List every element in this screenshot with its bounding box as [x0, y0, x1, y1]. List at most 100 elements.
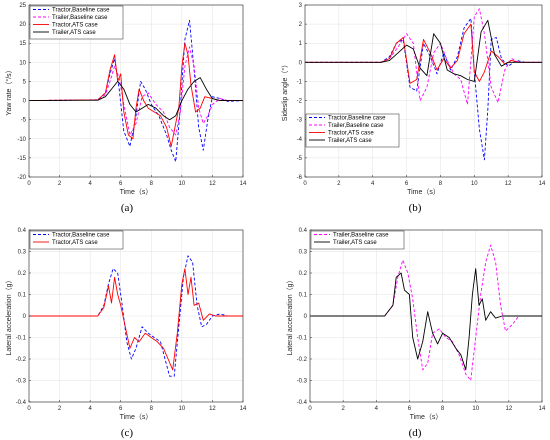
panel-label: (b): [409, 202, 422, 214]
legend-box: [305, 113, 400, 148]
y-tick-label: 0.3: [18, 250, 27, 256]
chart-panel-3: 0 2 4 6 8 10 12 14 -0.4 -0.3 -0.2 -0.1 0 0.1 0.2 0.3 0.4…: [5, 228, 247, 439]
y-tick-label: 5: [23, 79, 27, 85]
legend-entry: Trailer,Baseline case: [328, 123, 384, 129]
y-tick-label: 0: [23, 99, 27, 105]
y-tick-label: 0.4: [18, 228, 27, 234]
legend-box: [29, 230, 124, 250]
series-line-1: [29, 255, 243, 377]
series-line-4: [305, 19, 542, 82]
x-axis-label: Time（s）: [410, 413, 443, 421]
x-tick-label: 6: [405, 181, 409, 187]
x-tick-label: 10: [179, 406, 186, 412]
y-tick-label: 0.1: [18, 293, 27, 299]
y-tick-label: -4: [297, 137, 303, 143]
legend-entry: Tractor,Baseline case: [52, 8, 110, 14]
y-tick-label: 0.2: [18, 271, 27, 277]
x-tick-label: 0: [27, 406, 31, 412]
x-tick-label: 4: [371, 181, 375, 187]
y-tick-label: -0.1: [297, 336, 308, 342]
legend-entry: Tractor,Baseline case: [52, 233, 110, 239]
y-tick-label: -0.3: [297, 379, 308, 385]
x-tick-label: 2: [337, 181, 341, 187]
legend-box: [310, 230, 405, 250]
legend-entry: Tractor,ATS case: [52, 240, 98, 246]
y-tick-label: 1: [299, 41, 303, 47]
y-tick-label: 2: [299, 22, 303, 28]
x-tick-label: 14: [240, 406, 247, 412]
x-tick-label: 2: [58, 406, 62, 412]
y-tick-label: -0.2: [297, 357, 308, 363]
panel-label: (a): [121, 202, 134, 214]
panel-label: (d): [409, 427, 422, 439]
x-tick-label: 2: [58, 181, 62, 187]
panel-label: (c): [121, 427, 134, 439]
x-tick-label: 4: [88, 406, 92, 412]
y-tick-label: 0: [299, 60, 303, 66]
x-tick-label: 12: [209, 406, 216, 412]
legend-entry: Trailer,Baseline case: [333, 233, 389, 239]
x-tick-label: 2: [341, 406, 345, 412]
y-axis-label: Sideslip angle（°）: [281, 61, 289, 121]
y-axis-label: Lateral acceleration（g）: [5, 277, 13, 356]
y-tick-label: -5: [297, 156, 303, 162]
y-tick-label: 0: [23, 314, 27, 320]
x-tick-label: 12: [209, 181, 216, 187]
y-tick-label: 20: [19, 22, 26, 28]
x-tick-label: 0: [308, 406, 312, 412]
legend-entry: Trailer,ATS case: [328, 138, 372, 144]
x-tick-label: 8: [150, 406, 154, 412]
y-tick-label: -15: [17, 156, 26, 162]
legend-entry: Tractor,ATS case: [52, 23, 98, 29]
x-tick-label: 6: [119, 406, 123, 412]
y-tick-label: -0.1: [16, 336, 27, 342]
legend-box: [29, 5, 124, 40]
x-tick-label: 14: [539, 181, 546, 187]
y-axis-label: Lateral acceleration（g）: [286, 277, 294, 356]
legend-entry: Trailer,Baseline case: [52, 15, 108, 21]
y-tick-label: 0.3: [299, 250, 308, 256]
y-tick-label: 25: [19, 3, 26, 9]
y-tick-label: -0.4: [16, 400, 27, 406]
y-tick-label: -6: [297, 175, 303, 181]
x-tick-label: 10: [472, 406, 479, 412]
y-tick-label: -20: [17, 175, 26, 181]
x-tick-label: 14: [539, 406, 546, 412]
y-tick-label: 10: [19, 60, 26, 66]
axes-frame: [304, 4, 543, 178]
x-axis-label: Time（s）: [120, 413, 153, 421]
y-tick-label: 0: [304, 314, 308, 320]
y-tick-label: 15: [19, 41, 26, 47]
y-tick-label: 0.2: [299, 271, 308, 277]
x-tick-label: 6: [119, 181, 123, 187]
x-tick-label: 8: [441, 406, 445, 412]
legend-entry: Tractor,Baseline case: [328, 116, 386, 122]
x-tick-label: 14: [240, 181, 247, 187]
plot-area: [305, 5, 542, 177]
chart-panel-4: 0 2 4 6 8 10 12 14 -0.4 -0.3 -0.2 -0.1 0 0.1 0.2 0.3 0.4…: [286, 228, 546, 439]
y-tick-label: -1: [297, 79, 303, 85]
y-tick-label: -0.2: [16, 357, 27, 363]
x-tick-label: 8: [150, 181, 154, 187]
x-tick-label: 4: [375, 406, 379, 412]
y-tick-label: -2: [297, 99, 303, 105]
series-line-2: [28, 46, 243, 136]
legend-entry: Trailer,ATS case: [333, 240, 377, 246]
y-tick-label: -3: [297, 118, 303, 124]
series-line-2: [305, 8, 542, 105]
x-tick-label: 10: [179, 181, 186, 187]
series-line-1: [310, 244, 542, 381]
series-line-4: [28, 77, 243, 121]
y-tick-label: 0.1: [299, 293, 308, 299]
x-tick-label: 12: [506, 406, 513, 412]
y-tick-label: 3: [299, 3, 303, 9]
series-line-2: [310, 268, 542, 371]
x-tick-label: 0: [27, 181, 31, 187]
y-tick-label: -0.3: [16, 379, 27, 385]
axes-frame: [28, 4, 244, 178]
legend-entry: Tractor,ATS case: [328, 131, 374, 137]
x-axis-label: Time（s）: [407, 188, 440, 196]
x-tick-label: 6: [408, 406, 412, 412]
y-tick-label: -10: [17, 137, 26, 143]
